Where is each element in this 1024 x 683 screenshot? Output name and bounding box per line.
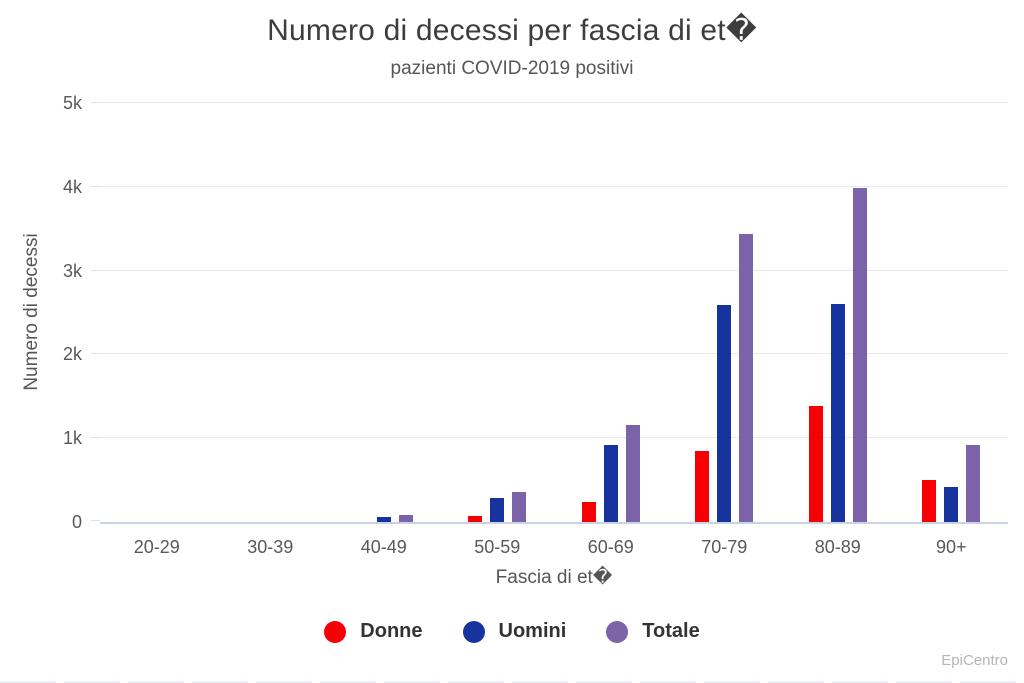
legend-item-donne[interactable]: Donne <box>324 620 423 643</box>
gridline-3k <box>100 269 1008 271</box>
x-tick-label-30-39: 30-39 <box>247 537 294 557</box>
legend-label-uomini: Uomini <box>498 620 567 642</box>
gridline-5k <box>100 102 1008 103</box>
bar-uomini-60-69 <box>603 445 618 522</box>
y-tick-label-0: 0 <box>71 512 82 532</box>
x-tick-label-70-79: 70-79 <box>701 537 748 557</box>
bar-uomini-80-89 <box>830 304 845 522</box>
legend-item-totale[interactable]: Totale <box>606 620 700 643</box>
x-tick-label-90+: 90+ <box>935 537 967 557</box>
plot-area <box>91 102 1008 524</box>
x-tick-label-50-59: 50-59 <box>474 537 521 557</box>
bar-group-90+ <box>922 444 981 522</box>
chart-title: Numero di decessi per fascia di et� <box>267 14 757 47</box>
y-tick-label-3k: 3k <box>62 260 82 281</box>
y-axis-title: Numero di decessi <box>21 233 42 391</box>
y-tickmark-5k <box>91 102 100 103</box>
bar-donne-80-89 <box>808 406 823 522</box>
y-tick-label-5k: 5k <box>62 93 82 113</box>
bar-totale-50-59 <box>512 492 527 522</box>
uomini-series-dot-icon <box>462 620 485 643</box>
bottom-divider <box>0 681 1024 683</box>
credit-text: EpiCentro <box>941 652 1008 669</box>
bar-totale-60-69 <box>625 425 640 522</box>
x-tick-label-40-49: 40-49 <box>360 537 407 557</box>
gridline-2k <box>100 353 1008 355</box>
legend-label-donne: Donne <box>360 620 423 642</box>
bar-group-70-79 <box>695 234 754 522</box>
y-tickmark-4k <box>91 185 100 187</box>
bar-uomini-40-49 <box>376 516 391 522</box>
y-tick-label-4k: 4k <box>62 176 82 197</box>
bar-uomini-70-79 <box>717 304 732 522</box>
totale-series-dot-icon <box>606 620 629 643</box>
bar-uomini-50-59 <box>490 498 505 522</box>
donne-series-dot-icon <box>324 620 347 643</box>
legend-item-uomini[interactable]: Uomini <box>462 620 567 643</box>
bar-uomini-90+ <box>944 486 959 522</box>
x-tick-label-80-89: 80-89 <box>814 537 861 557</box>
bar-donne-50-59 <box>468 516 483 522</box>
bar-group-50-59 <box>468 492 527 522</box>
bar-donne-60-69 <box>581 501 596 522</box>
bar-donne-90+ <box>922 480 937 522</box>
y-tick-label-2k: 2k <box>62 344 82 365</box>
y-tickmark-2k <box>91 353 100 355</box>
y-tickmark-0 <box>91 520 100 521</box>
legend: Donne Uomini Totale <box>0 620 1024 643</box>
bar-donne-70-79 <box>695 451 710 522</box>
bar-totale-80-89 <box>852 188 867 522</box>
bar-totale-40-49 <box>398 515 413 522</box>
gridline-4k <box>100 185 1008 187</box>
y-tickmark-3k <box>91 269 100 271</box>
chart-subtitle: pazienti COVID-2019 positivi <box>390 58 634 79</box>
legend-label-totale: Totale <box>642 620 700 642</box>
bar-totale-70-79 <box>739 234 754 522</box>
bar-totale-90+ <box>966 444 981 522</box>
bar-group-60-69 <box>581 425 640 522</box>
y-tickmark-1k <box>91 437 100 439</box>
x-tick-label-60-69: 60-69 <box>587 537 634 557</box>
gridline-1k <box>100 437 1008 439</box>
x-tick-label-20-29: 20-29 <box>133 537 180 557</box>
x-axis-title: Fascia di et� <box>495 567 613 588</box>
y-tick-label-1k: 1k <box>62 428 82 449</box>
bar-group-40-49 <box>355 515 413 522</box>
bar-group-80-89 <box>808 188 867 522</box>
